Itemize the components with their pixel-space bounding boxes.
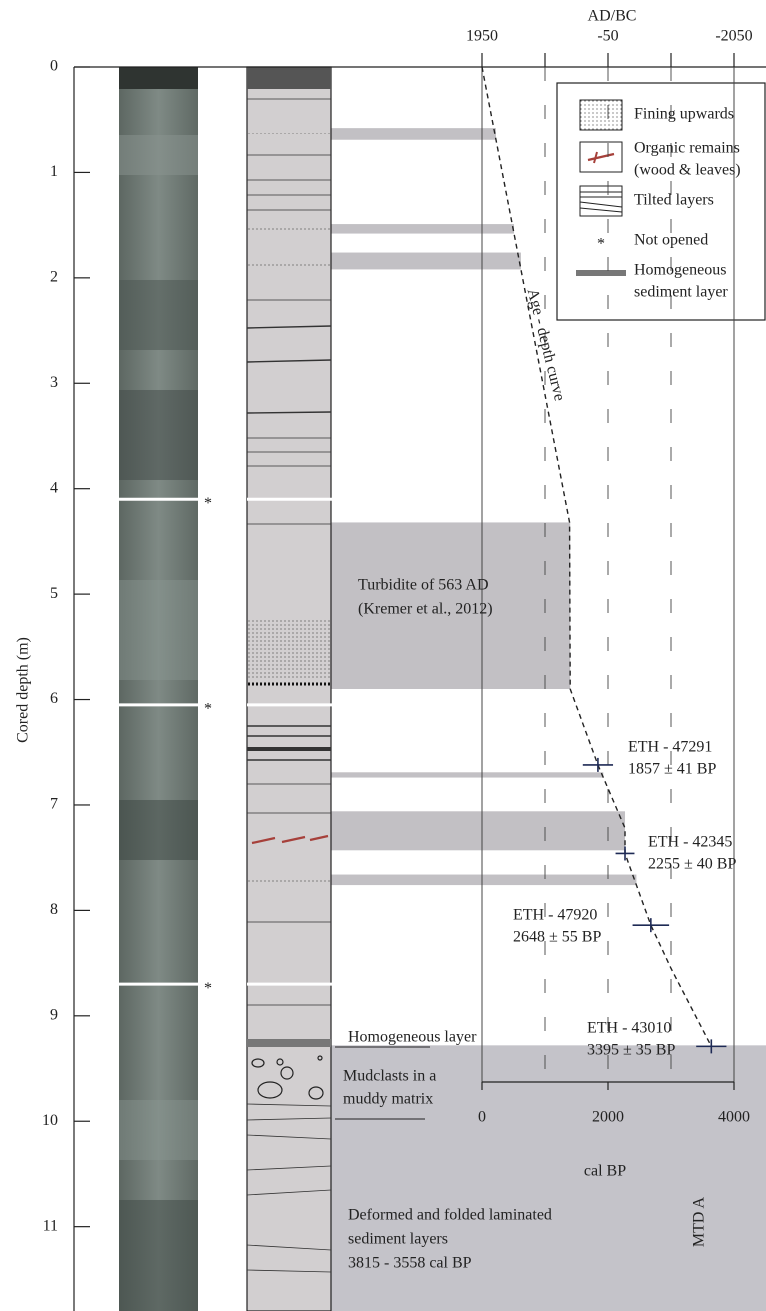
annotation: Deformed and folded laminated bbox=[348, 1207, 552, 1224]
y-axis-title: Cored depth (m) bbox=[15, 637, 32, 743]
legend-label: Organic remains bbox=[634, 140, 740, 157]
y-tick-label: 2 bbox=[50, 269, 58, 286]
homogeneous-layer-lithology bbox=[247, 1039, 331, 1047]
core-photo bbox=[119, 67, 198, 1311]
y-tick-label: 9 bbox=[50, 1006, 58, 1023]
legend-label: (wood & leaves) bbox=[634, 162, 741, 179]
legend-tilted-lines bbox=[579, 191, 623, 213]
legend-organic-mark bbox=[593, 151, 598, 164]
x-top-axis-title: AD/BC bbox=[588, 8, 637, 25]
core-band bbox=[119, 390, 198, 480]
core-band bbox=[119, 280, 198, 350]
y-tick-label: 1 bbox=[50, 163, 58, 180]
date-age-label: 1857 ± 41 BP bbox=[628, 761, 716, 778]
y-tick-label: 5 bbox=[50, 585, 58, 602]
date-age-label: 2648 ± 55 BP bbox=[513, 929, 601, 946]
core-photo-strip bbox=[119, 67, 198, 1311]
not-opened-mark: * bbox=[204, 980, 212, 997]
annotation: Turbidite of 563 AD bbox=[358, 577, 489, 594]
y-tick-label: 0 bbox=[50, 58, 58, 75]
legend-symbol: * bbox=[597, 236, 605, 253]
core-band bbox=[119, 135, 198, 175]
fining-upwards-lithology bbox=[248, 133, 330, 883]
x-axis-title: cal BP bbox=[584, 1163, 626, 1180]
not-opened-mark: * bbox=[204, 700, 212, 717]
y-tick-label: 6 bbox=[50, 690, 58, 707]
date-label: ETH - 47920 bbox=[513, 907, 597, 924]
x-tick-label: 4000 bbox=[718, 1109, 750, 1126]
annotation: Homogeneous layer bbox=[348, 1029, 477, 1046]
mtd-label: MTD A bbox=[691, 1196, 708, 1247]
organic-remains-lithology bbox=[251, 834, 329, 845]
event-layer bbox=[331, 522, 571, 689]
date-label: ETH - 42345 bbox=[648, 834, 732, 851]
core-band bbox=[119, 1200, 198, 1311]
legend-homogeneous-symbol bbox=[576, 270, 626, 276]
annotation: sediment layers bbox=[348, 1231, 448, 1248]
x-top-tick-label: -2050 bbox=[715, 28, 752, 45]
annotation: Mudclasts in a bbox=[343, 1068, 436, 1085]
core-band bbox=[119, 580, 198, 680]
event-layer bbox=[331, 224, 515, 234]
legend-label: sediment layer bbox=[634, 284, 728, 301]
legend bbox=[556, 82, 766, 321]
x-top-tick-label: -50 bbox=[597, 28, 618, 45]
not-opened-mark: * bbox=[204, 495, 212, 512]
legend-fining-symbol bbox=[579, 99, 623, 131]
core-band bbox=[119, 1100, 198, 1160]
stipple bbox=[248, 620, 330, 680]
annotation: 3815 - 3558 cal BP bbox=[348, 1255, 472, 1272]
stipple bbox=[248, 264, 330, 267]
lithology-lines bbox=[246, 98, 332, 1273]
core-band bbox=[119, 67, 198, 89]
stipple bbox=[248, 133, 330, 136]
date-label: ETH - 47291 bbox=[628, 739, 712, 756]
date-age-label: 3395 ± 35 BP bbox=[587, 1042, 675, 1059]
age-depth-curve bbox=[481, 66, 712, 1047]
annotation: muddy matrix bbox=[343, 1091, 433, 1108]
lithology-strip bbox=[246, 66, 332, 1311]
x-tick-label: 0 bbox=[478, 1109, 486, 1126]
stipple bbox=[248, 228, 330, 231]
y-tick-label: 4 bbox=[50, 479, 58, 496]
stipple bbox=[248, 880, 330, 883]
event-layer bbox=[331, 772, 604, 778]
event-layer bbox=[331, 128, 496, 140]
background-layers bbox=[331, 128, 766, 1311]
mudclasts bbox=[251, 1055, 324, 1100]
legend-label: Fining upwards bbox=[634, 106, 734, 123]
y-tick-label: 11 bbox=[43, 1217, 58, 1234]
event-layer bbox=[331, 874, 637, 886]
legend-label: Tilted layers bbox=[634, 192, 714, 209]
x-tick-label: 2000 bbox=[592, 1109, 624, 1126]
event-layer bbox=[331, 811, 626, 851]
core-band bbox=[119, 800, 198, 860]
event-layer bbox=[331, 252, 521, 270]
legend-label: Not opened bbox=[634, 232, 708, 249]
date-age-label: 2255 ± 40 BP bbox=[648, 856, 736, 873]
date-label: ETH - 43010 bbox=[587, 1020, 671, 1037]
legend-organic-mark bbox=[587, 152, 615, 162]
annotation: (Kremer et al., 2012) bbox=[358, 601, 493, 618]
x-top-tick-label: 1950 bbox=[466, 28, 498, 45]
lithology-column bbox=[246, 66, 332, 1311]
tilted-layers-top bbox=[247, 67, 331, 89]
y-tick-label: 7 bbox=[50, 796, 58, 813]
y-tick-label: 3 bbox=[50, 374, 58, 391]
y-tick-label: 8 bbox=[50, 901, 58, 918]
legend-label: Homogeneous bbox=[634, 262, 726, 279]
y-tick-label: 10 bbox=[42, 1112, 58, 1129]
mtd-box bbox=[331, 1045, 766, 1311]
